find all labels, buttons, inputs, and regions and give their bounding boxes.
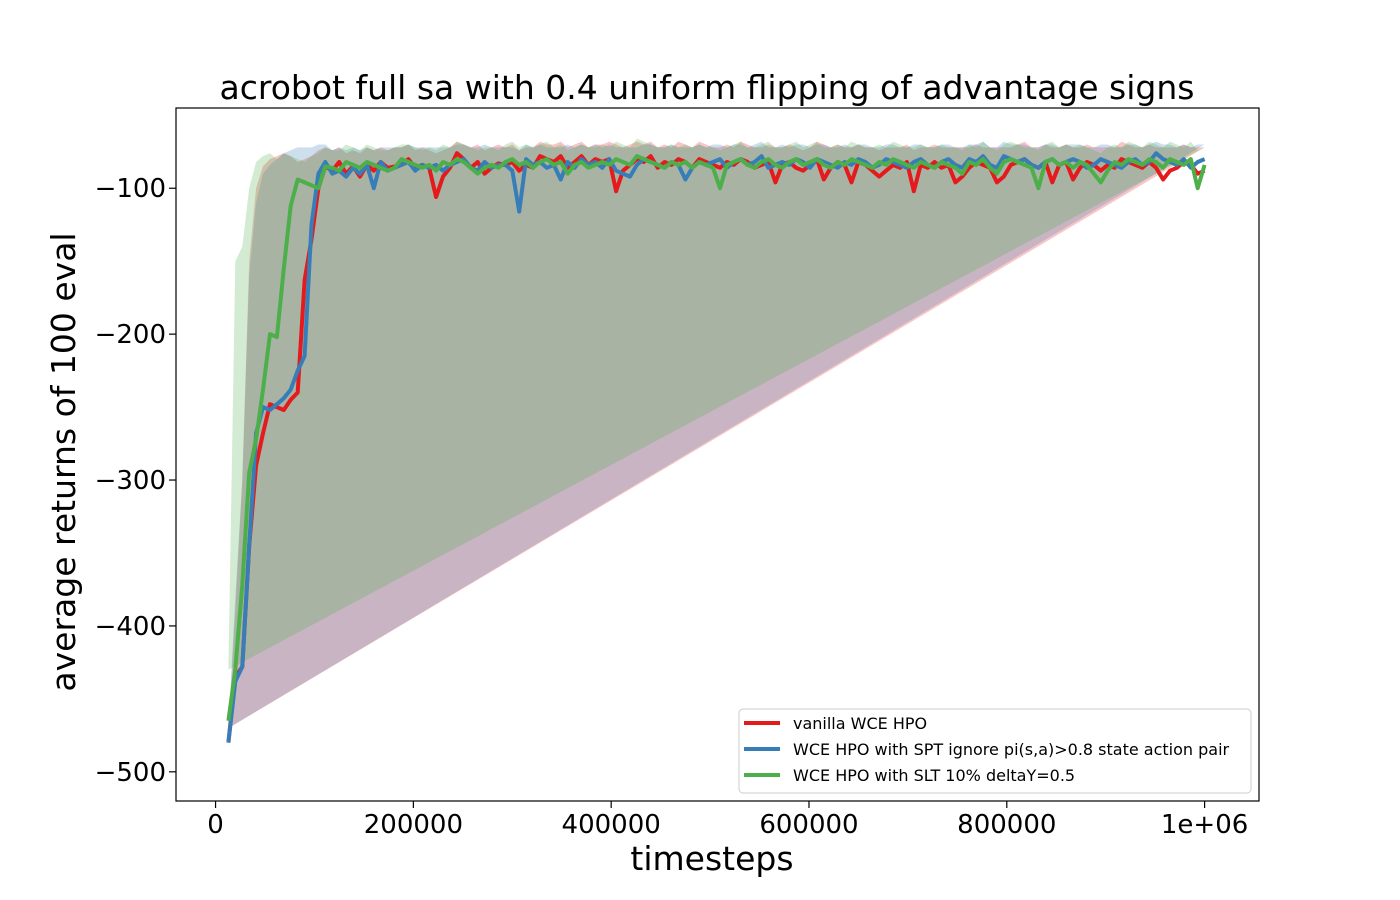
y-tick-label: −100 bbox=[95, 174, 166, 204]
band-series-1 bbox=[228, 141, 1205, 729]
x-tick-label: 200000 bbox=[364, 810, 463, 840]
y-tick-label: −500 bbox=[95, 758, 166, 788]
x-tick-label: 600000 bbox=[759, 810, 858, 840]
y-tick-label: −300 bbox=[95, 466, 166, 496]
x-tick-label: 800000 bbox=[957, 810, 1056, 840]
chart-title: acrobot full sa with 0.4 uniform flippin… bbox=[220, 68, 1195, 107]
legend-label-wce-hpo-with-spt-ignore-pi-s-a-0-8-state-action-pair: WCE HPO with SPT ignore pi(s,a)>0.8 stat… bbox=[793, 740, 1230, 759]
x-tick-label: 400000 bbox=[562, 810, 661, 840]
confidence-bands bbox=[228, 138, 1205, 729]
legend: vanilla WCE HPO WCE HPO with SPT ignore p… bbox=[738, 708, 1252, 794]
legend-entries: vanilla WCE HPO WCE HPO with SPT ignore p… bbox=[744, 714, 1230, 785]
x-tick-label: 1e+06 bbox=[1161, 810, 1248, 840]
legend-box bbox=[738, 708, 1252, 794]
band-series-3 bbox=[228, 138, 1205, 670]
line-series-3 bbox=[226, 154, 1207, 722]
y-axis-ticks: −500 −400 −300 −200 −100 bbox=[95, 174, 176, 788]
series-lines bbox=[226, 151, 1207, 743]
x-axis-ticks: 0 200000 400000 600000 800000 1e+06 bbox=[207, 801, 1248, 840]
y-axis-label: average returns of 100 eval bbox=[44, 232, 83, 691]
y-tick-label: −400 bbox=[95, 612, 166, 642]
plot-frame bbox=[175, 107, 1260, 802]
y-tick-label: −200 bbox=[95, 320, 166, 350]
band-series-2 bbox=[228, 141, 1205, 729]
legend-label-vanilla-wce-hpo: vanilla WCE HPO bbox=[793, 714, 927, 733]
x-axis-label: timesteps bbox=[630, 839, 793, 878]
legend-label-wce-hpo-with-slt-10-deltay-0-5: WCE HPO with SLT 10% deltaY=0.5 bbox=[793, 766, 1075, 785]
x-tick-label: 0 bbox=[207, 810, 224, 840]
